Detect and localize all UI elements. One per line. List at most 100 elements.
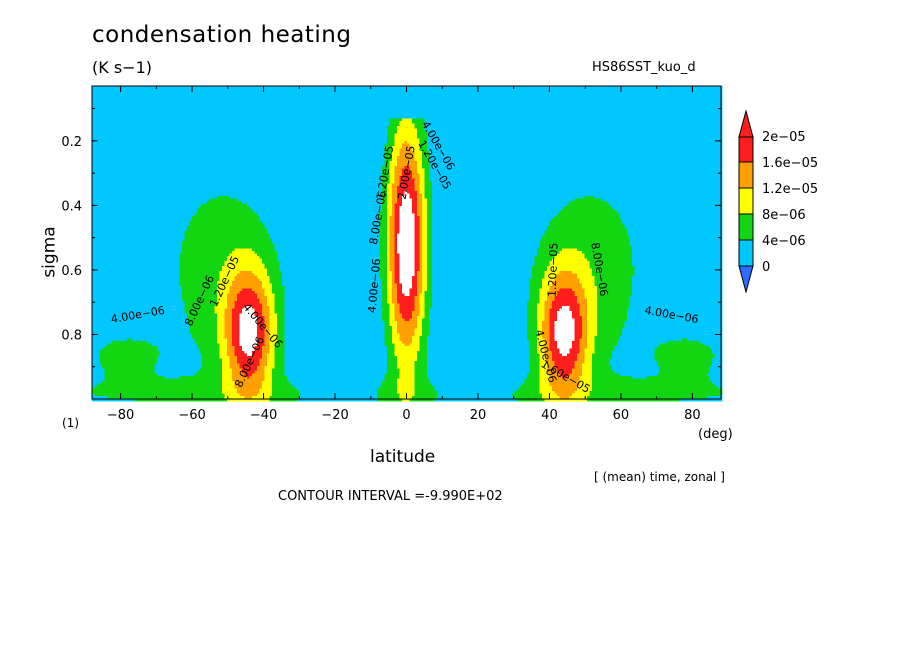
field-cell xyxy=(580,96,583,99)
field-cell xyxy=(510,119,513,122)
field-cell xyxy=(470,126,473,129)
field-cell xyxy=(412,116,415,119)
field-cell xyxy=(480,111,483,114)
field-cell xyxy=(502,124,505,127)
field-cell xyxy=(620,99,623,102)
field-cell xyxy=(445,89,448,92)
field-cell xyxy=(682,106,685,109)
field-cell xyxy=(605,116,608,119)
field-cell xyxy=(135,99,138,102)
field-cell xyxy=(317,89,320,92)
field-cell xyxy=(502,94,505,97)
field-cell xyxy=(492,124,495,127)
field-cell xyxy=(635,96,638,99)
field-cell xyxy=(347,116,350,119)
field-cell xyxy=(537,101,540,104)
field-cell xyxy=(207,126,210,129)
field-cell xyxy=(635,104,638,107)
field-cell xyxy=(570,116,573,119)
field-cell xyxy=(347,94,350,97)
field-cell xyxy=(197,116,200,119)
field-cell xyxy=(387,129,390,132)
field-cell xyxy=(415,109,418,112)
field-cell xyxy=(292,111,295,114)
field-cell xyxy=(710,109,713,112)
field-cell xyxy=(182,101,185,104)
field-cell xyxy=(265,126,268,129)
field-cell xyxy=(277,101,280,104)
field-cell xyxy=(560,109,563,112)
field-cell xyxy=(700,106,703,109)
field-cell xyxy=(420,119,423,122)
field-cell xyxy=(487,89,490,92)
field-cell xyxy=(655,114,658,117)
field-cell xyxy=(640,114,643,117)
field-cell xyxy=(475,91,478,94)
field-cell xyxy=(655,101,658,104)
field-cell xyxy=(530,119,533,122)
field-cell xyxy=(620,101,623,104)
field-cell xyxy=(350,124,353,127)
field-cell xyxy=(167,106,170,109)
field-cell xyxy=(110,89,113,92)
field-cell xyxy=(647,89,650,92)
field-cell xyxy=(360,91,363,94)
field-cell xyxy=(667,99,670,102)
field-cell xyxy=(647,106,650,109)
field-cell xyxy=(195,94,198,97)
field-cell xyxy=(557,121,560,124)
field-cell xyxy=(162,129,165,132)
field-cell xyxy=(685,104,688,107)
field-cell xyxy=(627,129,630,132)
field-cell xyxy=(702,126,705,129)
field-cell xyxy=(395,114,398,117)
field-cell xyxy=(155,111,158,114)
field-cell xyxy=(657,111,660,114)
field-cell xyxy=(490,131,493,134)
field-cell xyxy=(277,106,280,109)
field-cell xyxy=(500,96,503,99)
field-cell xyxy=(527,91,530,94)
field-cell xyxy=(707,96,710,99)
field-cell xyxy=(282,109,285,112)
field-cell xyxy=(647,104,650,107)
field-cell xyxy=(105,89,108,92)
field-cell xyxy=(250,119,253,122)
field-cell xyxy=(370,109,373,112)
field-cell xyxy=(455,106,458,109)
field-cell xyxy=(535,129,538,132)
field-cell xyxy=(382,131,385,134)
field-cell xyxy=(125,121,128,124)
field-cell xyxy=(615,129,618,132)
field-cell xyxy=(325,114,328,117)
field-cell xyxy=(642,129,645,132)
field-cell xyxy=(510,121,513,124)
field-cell xyxy=(335,121,338,124)
field-cell xyxy=(445,126,448,129)
field-cell xyxy=(575,111,578,114)
field-cell xyxy=(490,119,493,122)
field-cell xyxy=(690,129,693,132)
field-cell xyxy=(280,129,283,132)
field-cell xyxy=(595,89,598,92)
field-cell xyxy=(272,99,275,102)
field-cell xyxy=(527,134,530,137)
field-cell xyxy=(332,126,335,129)
field-cell xyxy=(540,96,543,99)
field-cell xyxy=(357,96,360,99)
field-cell xyxy=(160,129,163,132)
field-cell xyxy=(617,111,620,114)
field-cell xyxy=(262,109,265,112)
field-cell xyxy=(362,104,365,107)
field-cell xyxy=(490,111,493,114)
field-cell xyxy=(155,124,158,127)
field-cell xyxy=(507,129,510,132)
field-cell xyxy=(312,134,315,137)
field-cell xyxy=(445,111,448,114)
field-cell xyxy=(232,89,235,92)
field-cell xyxy=(307,116,310,119)
field-cell xyxy=(562,131,565,134)
field-cell xyxy=(590,94,593,97)
field-cell xyxy=(707,104,710,107)
field-cell xyxy=(505,89,508,92)
